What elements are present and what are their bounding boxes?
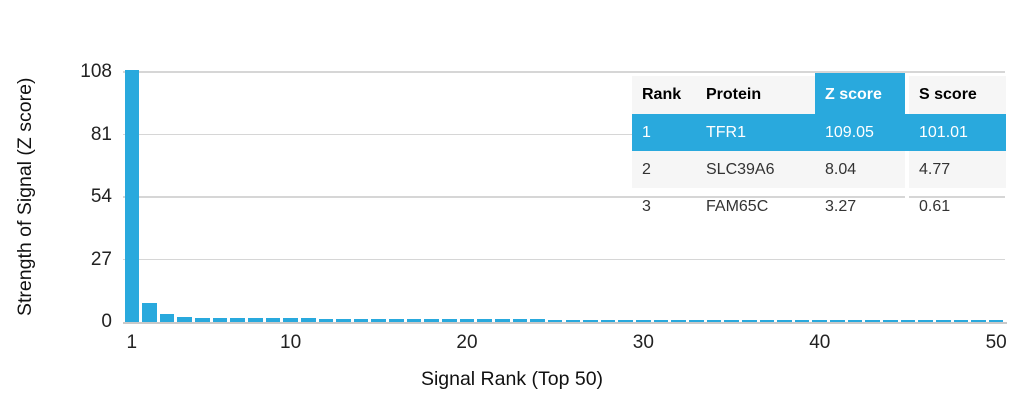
bar-rank-22 [494, 319, 510, 322]
table-header-z-score[interactable]: Z score [815, 76, 905, 114]
bar-rank-12 [318, 318, 334, 322]
bar-rank-2 [142, 303, 157, 322]
bar-rank-35 [724, 319, 739, 322]
x-tick-label-10: 10 [280, 332, 302, 353]
bar-rank-41 [830, 320, 845, 322]
x-tick-label-20: 20 [456, 332, 478, 353]
bar-rank-26 [565, 319, 581, 322]
x-axis-title: Signal Rank (Top 50) [420, 368, 604, 390]
bar-rank-47 [935, 320, 951, 322]
y-tick-label-27: 27 [90, 248, 112, 270]
table-cell-z-score: 8.04 [815, 151, 905, 188]
bar-rank-5 [195, 317, 210, 322]
bar-rank-18 [424, 319, 439, 322]
bar-rank-10 [283, 318, 298, 322]
bar-rank-13 [336, 318, 351, 322]
bar-rank-11 [300, 318, 316, 322]
bar-rank-19 [442, 319, 457, 322]
y-tick-label-81: 81 [90, 123, 112, 145]
bar-rank-36 [741, 319, 757, 322]
table-row-rank-3: 3 FAM65C 3.27 0.61 [632, 188, 1006, 225]
table-row-rank-1: 1 TFR1 109.05 101.01 [632, 114, 1006, 151]
grid-line-54 [123, 196, 1005, 198]
grid-line-108 [123, 71, 1005, 73]
bar-rank-20 [459, 319, 475, 322]
bar-rank-39 [794, 320, 810, 322]
bar-rank-31 [653, 319, 669, 322]
plot-area [123, 69, 1007, 324]
bar-rank-25 [547, 319, 563, 322]
bar-rank-44 [883, 320, 898, 322]
bar-rank-49 [971, 320, 986, 322]
y-tick-label-108: 108 [80, 61, 112, 82]
table-cell-rank: 1 [632, 114, 696, 151]
bar-rank-46 [918, 320, 933, 322]
bar-rank-24 [530, 319, 545, 322]
bar-rank-16 [389, 318, 404, 322]
x-axis-line [123, 322, 1007, 324]
bar-rank-32 [671, 319, 686, 322]
bar-rank-43 [865, 320, 880, 322]
bar-rank-48 [953, 320, 969, 322]
table-header-row: Rank Protein Z score S score [632, 76, 1006, 114]
bar-rank-8 [247, 318, 263, 322]
bar-rank-23 [512, 319, 528, 322]
table-header-protein[interactable]: Protein [696, 76, 815, 114]
table-cell-z-score: 109.05 [815, 114, 905, 151]
table-cell-z-score: 3.27 [825, 198, 857, 215]
bar-rank-14 [353, 318, 369, 322]
y-tick-label-0: 0 [101, 311, 112, 332]
bar-rank-45 [900, 320, 916, 322]
bar-rank-42 [847, 320, 863, 322]
x-tick-label-40: 40 [809, 332, 831, 353]
x-tick-label-1: 1 [126, 332, 138, 353]
bar-rank-38 [777, 320, 792, 322]
bar-rank-7 [230, 317, 245, 322]
bar-rank-50 [988, 320, 1004, 322]
bar-rank-27 [583, 319, 598, 322]
table-header-s-score[interactable]: S score [905, 76, 1006, 114]
bar-rank-1 [124, 69, 140, 322]
bar-rank-28 [600, 319, 616, 322]
x-tick-label-30: 30 [632, 332, 654, 353]
grid-line-81 [123, 133, 1005, 135]
y-tick-label-54: 54 [90, 186, 112, 207]
bar-rank-37 [759, 320, 775, 322]
table-cell-s-score: 101.01 [905, 114, 1006, 151]
table-row-rank-2: 2 SLC39A6 8.04 4.77 [632, 151, 1006, 188]
bar-rank-30 [636, 319, 651, 322]
bar-rank-34 [706, 319, 722, 322]
bar-rank-3 [159, 314, 175, 322]
bar-rank-6 [212, 317, 228, 322]
bar-rank-15 [371, 318, 387, 322]
bar-rank-9 [265, 318, 281, 322]
bar-rank-4 [177, 317, 193, 322]
table-cell-s-score: 0.61 [905, 188, 1006, 225]
table-cell-rank: 3 [642, 198, 651, 215]
table-cell-protein: SLC39A6 [696, 151, 815, 188]
grid-line-27 [123, 258, 1005, 260]
results-table: Rank Protein Z score S score 1 TFR1 109.05 101.… [632, 76, 1006, 225]
bar-rank-21 [477, 319, 492, 322]
bar-rank-40 [812, 320, 828, 322]
table-cell-s-score: 4.77 [905, 151, 1006, 188]
table-cell-protein: FAM65C [706, 198, 769, 215]
bar-rank-29 [618, 319, 634, 322]
table-cell-rank: 2 [632, 151, 696, 188]
table-header-rank[interactable]: Rank [632, 76, 696, 114]
bar-rank-33 [688, 319, 704, 322]
table-cell-protein: TFR1 [696, 114, 815, 151]
x-tick-label-50: 50 [985, 332, 1007, 353]
bar-rank-17 [406, 318, 422, 322]
